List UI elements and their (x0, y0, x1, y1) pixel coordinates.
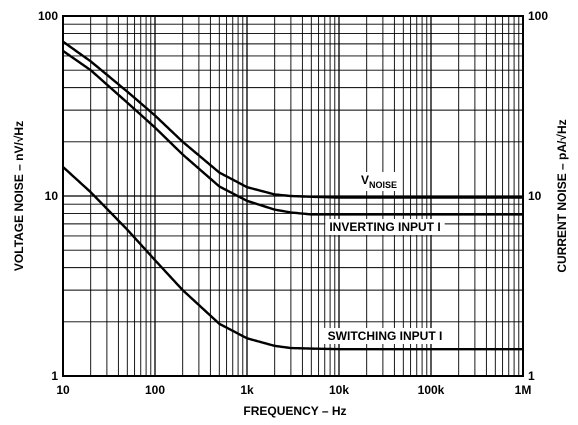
grid (63, 16, 523, 376)
series-label-text: INVERTING INPUT I (329, 220, 440, 234)
left-y-axis-label: VOLTAGE NOISE – nV/√Hz (12, 121, 26, 271)
series-lines (62, 40, 523, 351)
series-label-vnoise: VNOISE (356, 172, 402, 191)
right-y-axis-label: CURRENT NOISE – pA/√Hz (555, 119, 569, 272)
right-y-tick-label: 10 (528, 189, 542, 203)
series-label-main: SWITCHING INPUT I (328, 329, 443, 343)
x-axis-label: FREQUENCY – Hz (243, 404, 346, 418)
series-label-background (323, 328, 447, 344)
series-label-inverting-input-i: INVERTING INPUT I (325, 219, 445, 235)
series-label-main: V (361, 173, 369, 187)
right-y-tick-label: 100 (528, 9, 548, 23)
right-y-tick-label: 1 (528, 369, 535, 383)
x-tick-label: 10k (329, 383, 349, 397)
series-line-vnoise (62, 40, 523, 199)
series-label-subscript: NOISE (369, 180, 397, 190)
left-y-tick-label: 100 (38, 9, 58, 23)
left-y-tick-label: 10 (45, 189, 59, 203)
x-tick-label: 1M (515, 383, 532, 397)
series-label-text: VNOISE (361, 173, 397, 190)
series-line-switching-input-i (62, 166, 523, 351)
plot-frame (62, 15, 524, 377)
series-label-switching-input-i: SWITCHING INPUT I (323, 328, 447, 344)
x-tick-label: 10 (56, 383, 70, 397)
left-y-tick-label: 1 (51, 369, 58, 383)
series-label-main: INVERTING INPUT I (329, 220, 440, 234)
series-line-inverting-input-i (62, 49, 523, 216)
series-label-background (356, 172, 402, 191)
series-label-background (325, 219, 445, 235)
x-tick-label: 100 (145, 383, 165, 397)
x-tick-label: 100k (418, 383, 445, 397)
x-tick-label: 1k (240, 383, 254, 397)
series-labels: VNOISE INVERTING INPUT I SWITCHING INPUT I (323, 172, 447, 344)
series-label-text: SWITCHING INPUT I (328, 329, 443, 343)
